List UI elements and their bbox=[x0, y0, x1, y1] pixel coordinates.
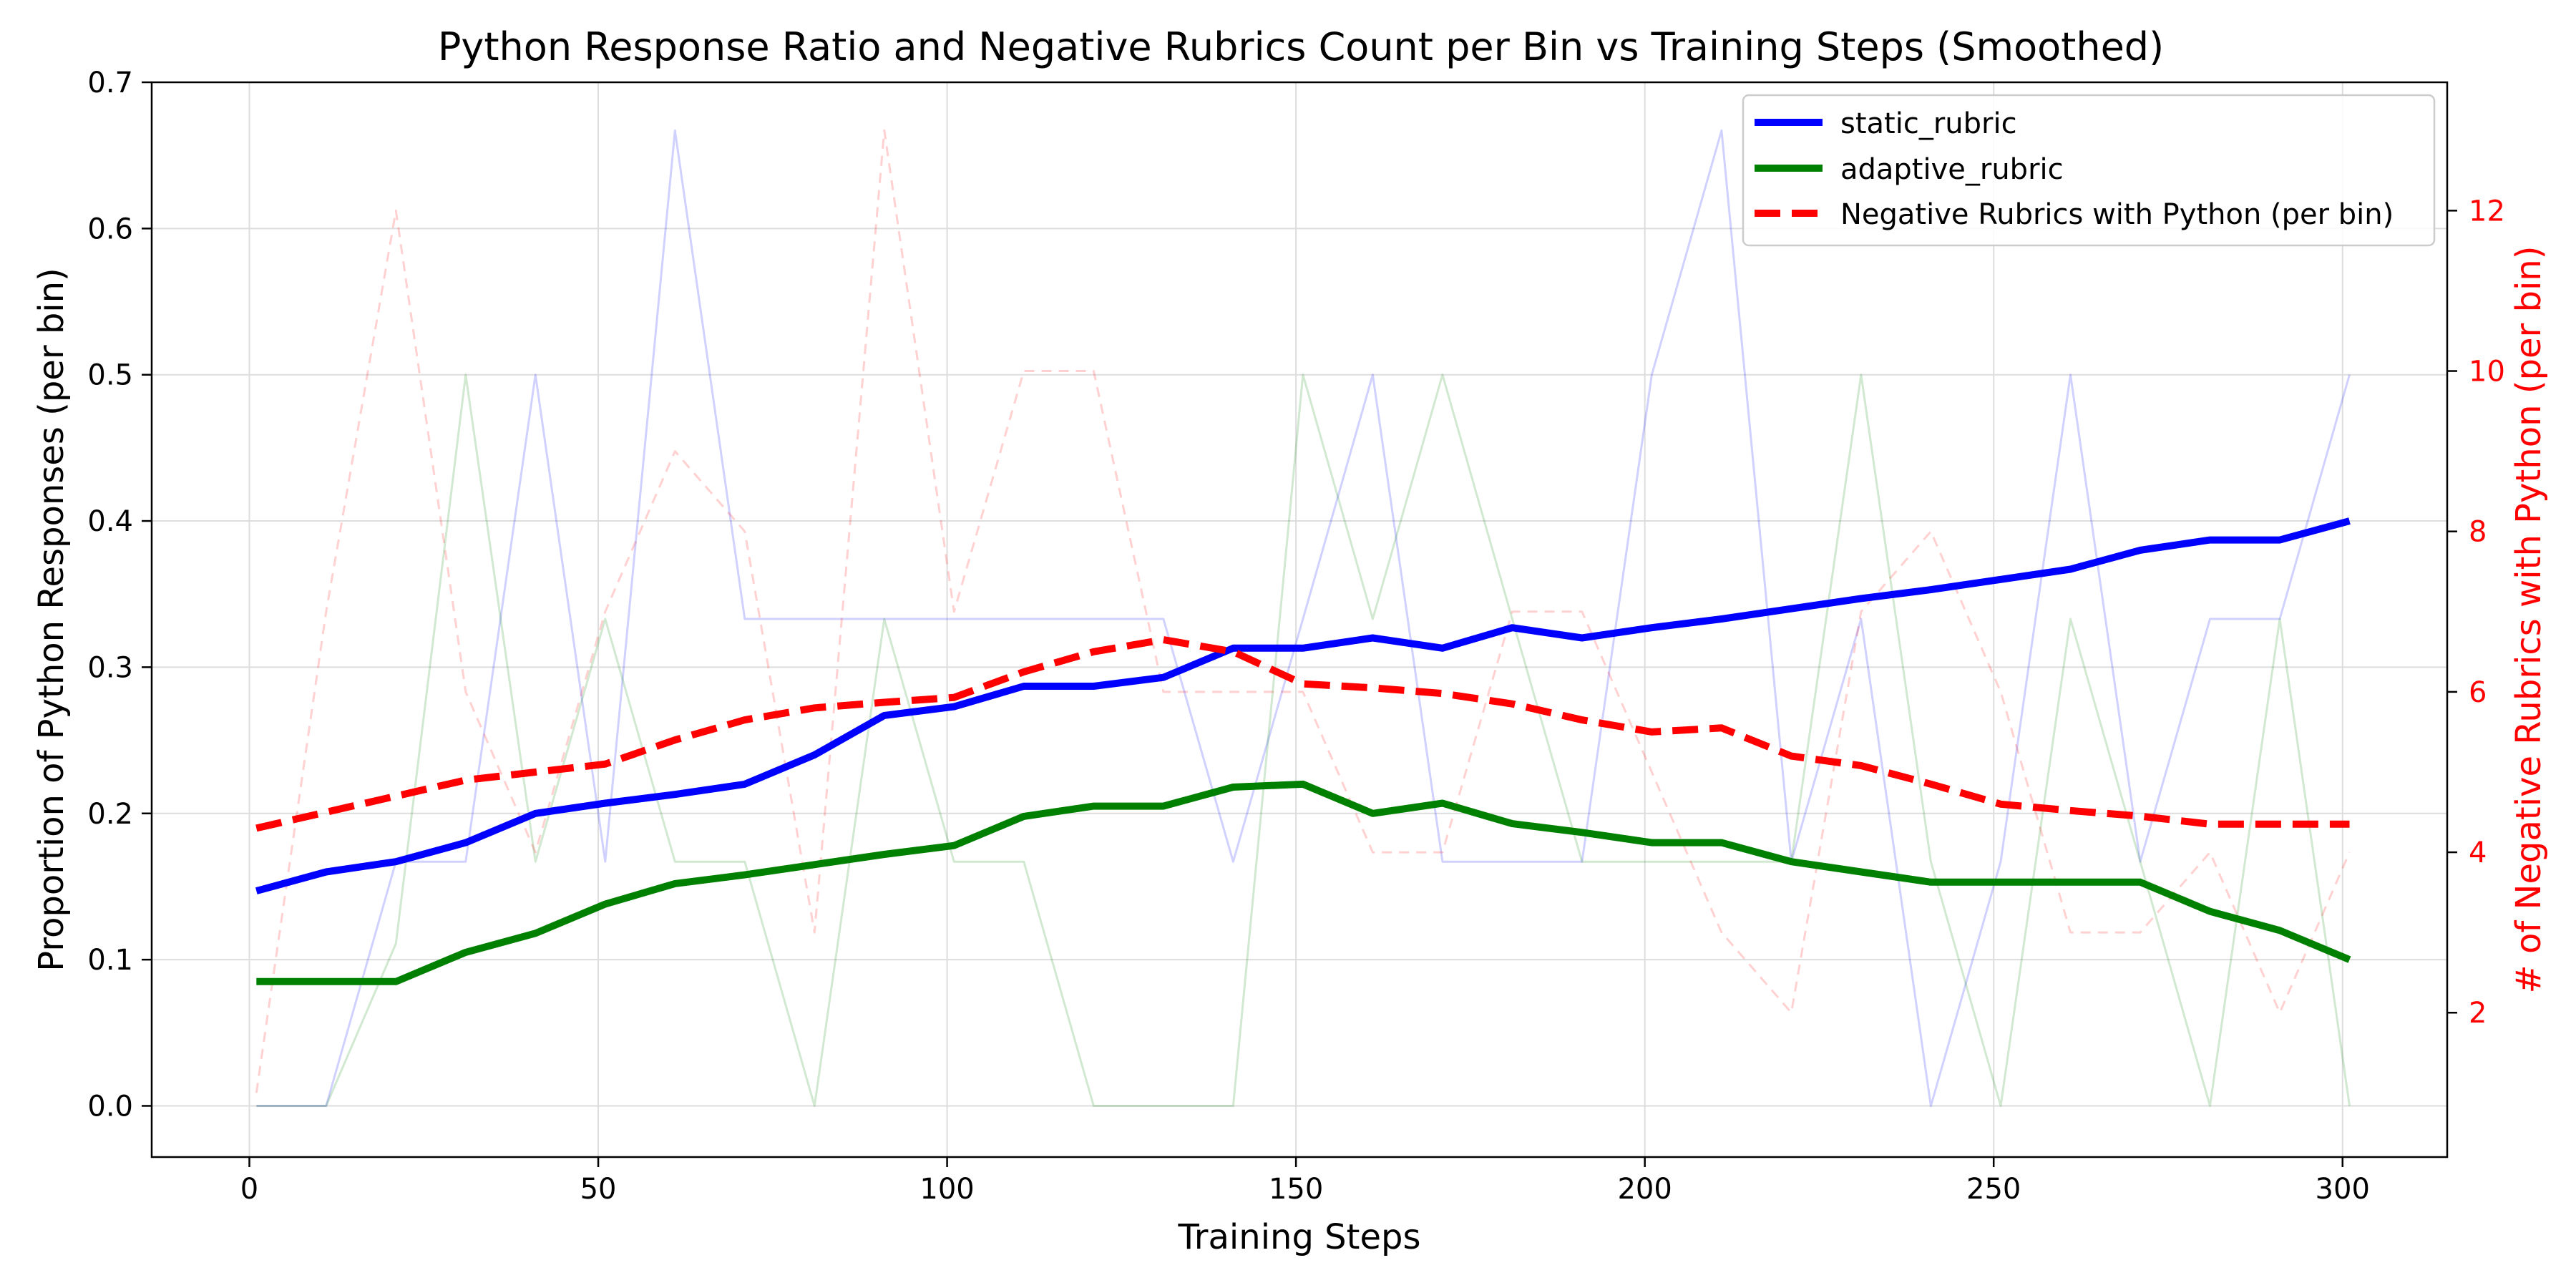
y-tick-label-left: 0.5 bbox=[87, 359, 133, 392]
x-axis-label: Training Steps bbox=[1178, 1217, 1421, 1257]
smoothed-series-layer bbox=[255, 517, 2351, 985]
x-tick-label: 200 bbox=[1617, 1173, 1672, 1206]
y-axis-right: 2 4 6 8 10 12 bbox=[2447, 195, 2505, 1030]
legend-entry-adaptive-rubric: adaptive_rubric bbox=[1755, 153, 2064, 186]
x-axis: 0 50 100 150 200 250 300 bbox=[240, 1157, 2370, 1206]
raw-series-line-2 bbox=[255, 129, 2351, 1093]
legend-label-adaptive-rubric: adaptive_rubric bbox=[1840, 153, 2064, 186]
raw-series-layer bbox=[255, 129, 2351, 1107]
y-axis-left: 0.0 0.1 0.2 0.3 0.4 0.5 0.6 0.7 bbox=[87, 67, 152, 1123]
y-axis-label-right: # of Negative Rubrics with Python (per b… bbox=[2509, 246, 2549, 994]
chart-title: Python Response Ratio and Negative Rubri… bbox=[438, 24, 2164, 69]
negative-rubrics-line bbox=[255, 636, 2350, 832]
y-tick-label-left: 0.2 bbox=[87, 798, 133, 831]
y-tick-label-right: 6 bbox=[2469, 676, 2487, 709]
raw-series-line-0 bbox=[256, 129, 2351, 1107]
legend-label-static-rubric: static_rubric bbox=[1840, 107, 2017, 140]
y-tick-label-left: 0.1 bbox=[87, 944, 133, 977]
x-tick-label: 250 bbox=[1966, 1173, 2021, 1206]
y-tick-label-left: 0.4 bbox=[87, 505, 133, 538]
x-tick-label: 100 bbox=[919, 1173, 974, 1206]
y-tick-label-right: 10 bbox=[2469, 356, 2505, 389]
x-tick-label: 150 bbox=[1269, 1173, 1323, 1206]
legend-box bbox=[1742, 94, 2436, 247]
y-tick-label-left: 0.7 bbox=[87, 67, 133, 99]
legend-entry-static-rubric: static_rubric bbox=[1755, 107, 2017, 140]
y-tick-label-left: 0.3 bbox=[87, 651, 133, 684]
y-tick-label-left: 0.6 bbox=[87, 213, 133, 245]
legend-label-negative-rubrics: Negative Rubrics with Python (per bin) bbox=[1840, 198, 2394, 231]
y-axis-label-left: Proportion of Python Responses (per bin) bbox=[31, 268, 72, 972]
y-tick-label-right: 2 bbox=[2469, 997, 2487, 1030]
x-tick-label: 50 bbox=[580, 1173, 617, 1206]
legend-entry-negative-rubrics: Negative Rubrics with Python (per bin) bbox=[1755, 198, 2394, 231]
y-tick-label-right: 8 bbox=[2469, 516, 2487, 549]
legend: static_rubric adaptive_rubric Negative R… bbox=[1742, 94, 2436, 247]
adaptive-rubric-line bbox=[256, 780, 2351, 985]
raw-series-line-1 bbox=[256, 374, 2351, 1107]
y-tick-label-left: 0.0 bbox=[87, 1090, 133, 1123]
x-tick-label: 0 bbox=[240, 1173, 258, 1206]
y-tick-label-right: 4 bbox=[2469, 836, 2487, 869]
static-rubric-line bbox=[255, 517, 2351, 894]
plot-area-frame bbox=[150, 81, 2449, 1158]
y-tick-label-right: 12 bbox=[2469, 195, 2505, 228]
x-tick-label: 300 bbox=[2316, 1173, 2370, 1206]
